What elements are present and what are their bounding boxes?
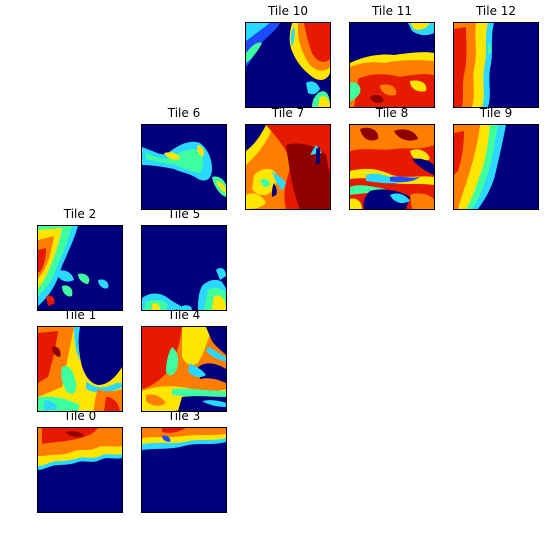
tile-2-heatmap — [37, 225, 123, 311]
tile-4-image — [142, 327, 226, 411]
tile-7-heatmap — [245, 124, 331, 210]
tile-10-heatmap — [245, 22, 331, 108]
tile-title: Tile 2 — [63, 207, 97, 221]
tile-0-image — [38, 428, 122, 512]
tile-10: Tile 10 — [245, 4, 331, 108]
tile-title: Tile 0 — [63, 409, 97, 423]
tile-12-heatmap — [453, 22, 539, 108]
tile-title: Tile 3 — [167, 409, 201, 423]
tile-1: Tile 1 — [37, 308, 123, 412]
tile-3: Tile 3 — [141, 409, 227, 513]
tile-3-image — [142, 428, 226, 512]
tile-3-heatmap — [141, 427, 227, 513]
tile-5: Tile 5 — [141, 207, 227, 311]
tile-title: Tile 10 — [267, 4, 309, 18]
tile-10-image — [246, 23, 330, 107]
tile-7-image — [246, 125, 330, 209]
tile-6-image — [142, 125, 226, 209]
tile-5-heatmap — [141, 225, 227, 311]
tile-12: Tile 12 — [453, 4, 539, 108]
tile-8: Tile 8 — [349, 106, 435, 210]
tile-title: Tile 12 — [475, 4, 517, 18]
tile-11-heatmap — [349, 22, 435, 108]
tile-title: Tile 6 — [167, 106, 201, 120]
tile-title: Tile 1 — [63, 308, 97, 322]
tile-1-image — [38, 327, 122, 411]
tile-1-heatmap — [37, 326, 123, 412]
tile-5-image — [142, 226, 226, 310]
tile-9: Tile 9 — [453, 106, 539, 210]
tile-6: Tile 6 — [141, 106, 227, 210]
tile-title: Tile 4 — [167, 308, 201, 322]
tile-4-heatmap — [141, 326, 227, 412]
tile-9-heatmap — [453, 124, 539, 210]
tile-9-image — [454, 125, 538, 209]
tile-title: Tile 7 — [271, 106, 305, 120]
tile-title: Tile 9 — [479, 106, 513, 120]
tile-7: Tile 7 — [245, 106, 331, 210]
tile-title: Tile 5 — [167, 207, 201, 221]
tile-8-heatmap — [349, 124, 435, 210]
tile-11-image — [350, 23, 434, 107]
tile-0: Tile 0 — [37, 409, 123, 513]
tile-title: Tile 8 — [375, 106, 409, 120]
tile-title: Tile 11 — [371, 4, 413, 18]
tile-11: Tile 11 — [349, 4, 435, 108]
tile-12-image — [454, 23, 538, 107]
tile-6-heatmap — [141, 124, 227, 210]
tile-0-heatmap — [37, 427, 123, 513]
tile-2: Tile 2 — [37, 207, 123, 311]
tile-2-image — [38, 226, 122, 310]
tile-8-image — [350, 125, 434, 209]
tile-4: Tile 4 — [141, 308, 227, 412]
